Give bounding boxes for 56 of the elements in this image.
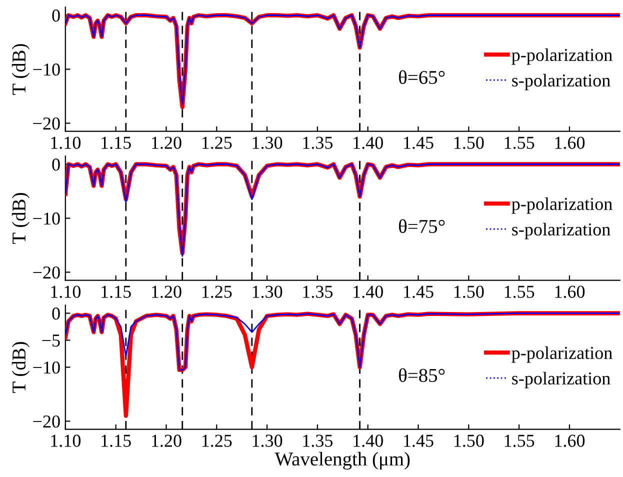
x-tick-label: 1.60 bbox=[555, 286, 585, 298]
x-tick-label: 1.20 bbox=[152, 286, 182, 298]
x-tick-label: 1.45 bbox=[404, 136, 434, 149]
legend-label: s-polarization bbox=[512, 372, 610, 388]
y-tick-label: −5 bbox=[42, 334, 60, 347]
x-tick-label: 1.45 bbox=[404, 286, 434, 298]
x-tick-label: 1.40 bbox=[354, 286, 383, 298]
y-tick-label: 0 bbox=[52, 10, 60, 22]
x-tick-label: 1.15 bbox=[102, 136, 131, 149]
y-tick-label: 0 bbox=[52, 307, 60, 320]
x-tick-label: 1.10 bbox=[51, 136, 81, 149]
x-tick-label: 1.10 bbox=[51, 434, 81, 447]
x-tick-label: 1.15 bbox=[102, 434, 131, 447]
x-tick-label: 1.60 bbox=[555, 136, 585, 149]
y-tick-label: −10 bbox=[33, 361, 60, 374]
x-axis-title: Wavelength (μm) bbox=[274, 452, 410, 470]
x-tick-label: 1.50 bbox=[454, 136, 484, 149]
x-tick-label: 1.35 bbox=[303, 434, 333, 447]
x-tick-label: 1.40 bbox=[354, 434, 383, 447]
x-tick-label: 1.50 bbox=[454, 286, 484, 298]
legend-label: p-polarization bbox=[512, 48, 612, 65]
annotation: θ=75° bbox=[399, 219, 445, 234]
legend-label: s-polarization bbox=[512, 222, 610, 240]
x-tick-label: 1.45 bbox=[404, 434, 434, 447]
y-axis-title: T (dB) bbox=[12, 193, 30, 244]
x-tick-label: 1.20 bbox=[152, 434, 182, 447]
y-tick-label: 0 bbox=[52, 158, 60, 171]
y-tick-label: −20 bbox=[33, 266, 60, 279]
legend-label: p-polarization bbox=[512, 346, 612, 363]
y-tick-label: −20 bbox=[33, 117, 60, 130]
x-tick-label: 1.25 bbox=[202, 434, 232, 447]
x-tick-label: 1.55 bbox=[504, 136, 534, 149]
x-tick-label: 1.25 bbox=[202, 136, 232, 149]
legend-label: s-polarization bbox=[512, 74, 610, 90]
legend-label: p-polarization bbox=[512, 197, 612, 214]
x-tick-label: 1.30 bbox=[252, 136, 282, 149]
annotation: θ=85° bbox=[399, 368, 445, 382]
y-tick-label: −10 bbox=[33, 63, 60, 76]
y-axis-title: T (dB) bbox=[12, 342, 30, 393]
x-tick-label: 1.15 bbox=[102, 286, 131, 298]
x-tick-label: 1.50 bbox=[454, 434, 484, 447]
x-tick-label: 1.25 bbox=[202, 286, 232, 298]
y-tick-label: −10 bbox=[33, 212, 60, 225]
x-tick-label: 1.40 bbox=[354, 136, 383, 149]
x-tick-label: 1.35 bbox=[303, 136, 333, 149]
x-tick-label: 1.55 bbox=[504, 434, 534, 447]
x-tick-label: 1.35 bbox=[303, 286, 333, 298]
x-tick-label: 1.20 bbox=[152, 136, 182, 149]
x-tick-label: 1.30 bbox=[252, 434, 282, 447]
x-tick-label: 1.10 bbox=[51, 286, 81, 298]
y-tick-label: −20 bbox=[33, 415, 60, 428]
y-axis-title: T (dB) bbox=[12, 44, 30, 95]
x-tick-label: 1.30 bbox=[252, 286, 282, 298]
annotation: θ=65° bbox=[399, 70, 445, 84]
x-tick-label: 1.60 bbox=[555, 434, 585, 447]
x-tick-label: 1.55 bbox=[504, 286, 534, 298]
